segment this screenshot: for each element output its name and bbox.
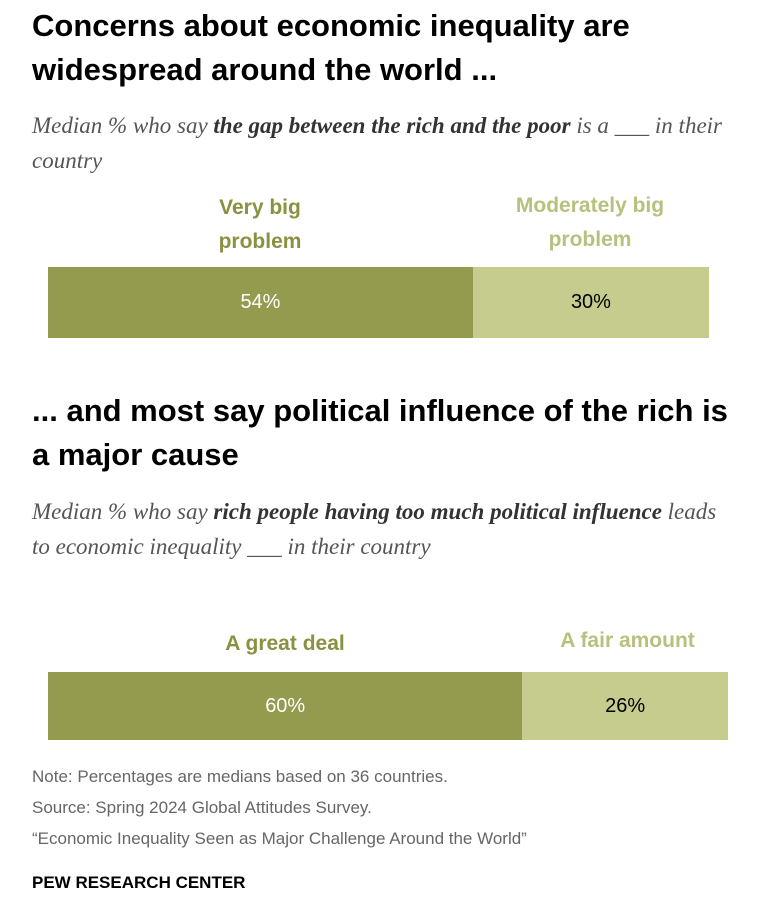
chart2-title: ... and most say political influence of … [32, 393, 728, 472]
chart1-stacked-bar: 54% 30% [48, 267, 709, 338]
bar-value-label: 30% [570, 291, 611, 313]
footnote-source: Source: Spring 2024 Global Attitudes Sur… [32, 798, 372, 817]
pew-logo-text: PEW RESEARCH CENTER [32, 873, 246, 892]
chart1-subtitle-post: is a ___ in their country [32, 113, 722, 173]
chart2-legend-fair-amount: A fair amount [560, 629, 695, 652]
footnote-report: “Economic Inequality Seen as Major Chall… [32, 829, 527, 848]
chart2-legend-great-deal: A great deal [225, 632, 345, 655]
footnote-note: Note: Percentages are medians based on 3… [32, 767, 448, 786]
chart1-legend-moderately-big: Moderately big problem [515, 194, 665, 251]
bar-value-label: 60% [265, 694, 306, 717]
chart2-stacked-bar: 60% 26% [48, 672, 728, 740]
bar-segment-primary: 60% [48, 672, 523, 740]
chart2-subtitle-pre: Median % who say [32, 499, 214, 524]
bar-value-label: 54% [240, 291, 281, 313]
chart1-subtitle-pre: Median % who say [32, 113, 214, 138]
chart1-legend-very-big: Very big problem [218, 196, 302, 253]
chart2-subtitle-bold: rich people having too much political in… [213, 499, 662, 524]
bar-segment-secondary: 30% [472, 267, 709, 338]
bar-segment-primary: 54% [48, 267, 473, 338]
chart1-title: Concerns about economic inequality are w… [32, 8, 630, 87]
bar-segment-secondary: 26% [522, 672, 728, 740]
chart2-subtitle: Median % who say rich people having too … [32, 494, 732, 564]
chart2-subtitle-post: leads to economic inequality ___ in thei… [32, 499, 717, 559]
chart1-subtitle: Median % who say the gap between the ric… [32, 108, 732, 178]
bar-value-label: 26% [605, 694, 646, 717]
chart1-subtitle-bold: the gap between the rich and the poor [213, 113, 571, 138]
